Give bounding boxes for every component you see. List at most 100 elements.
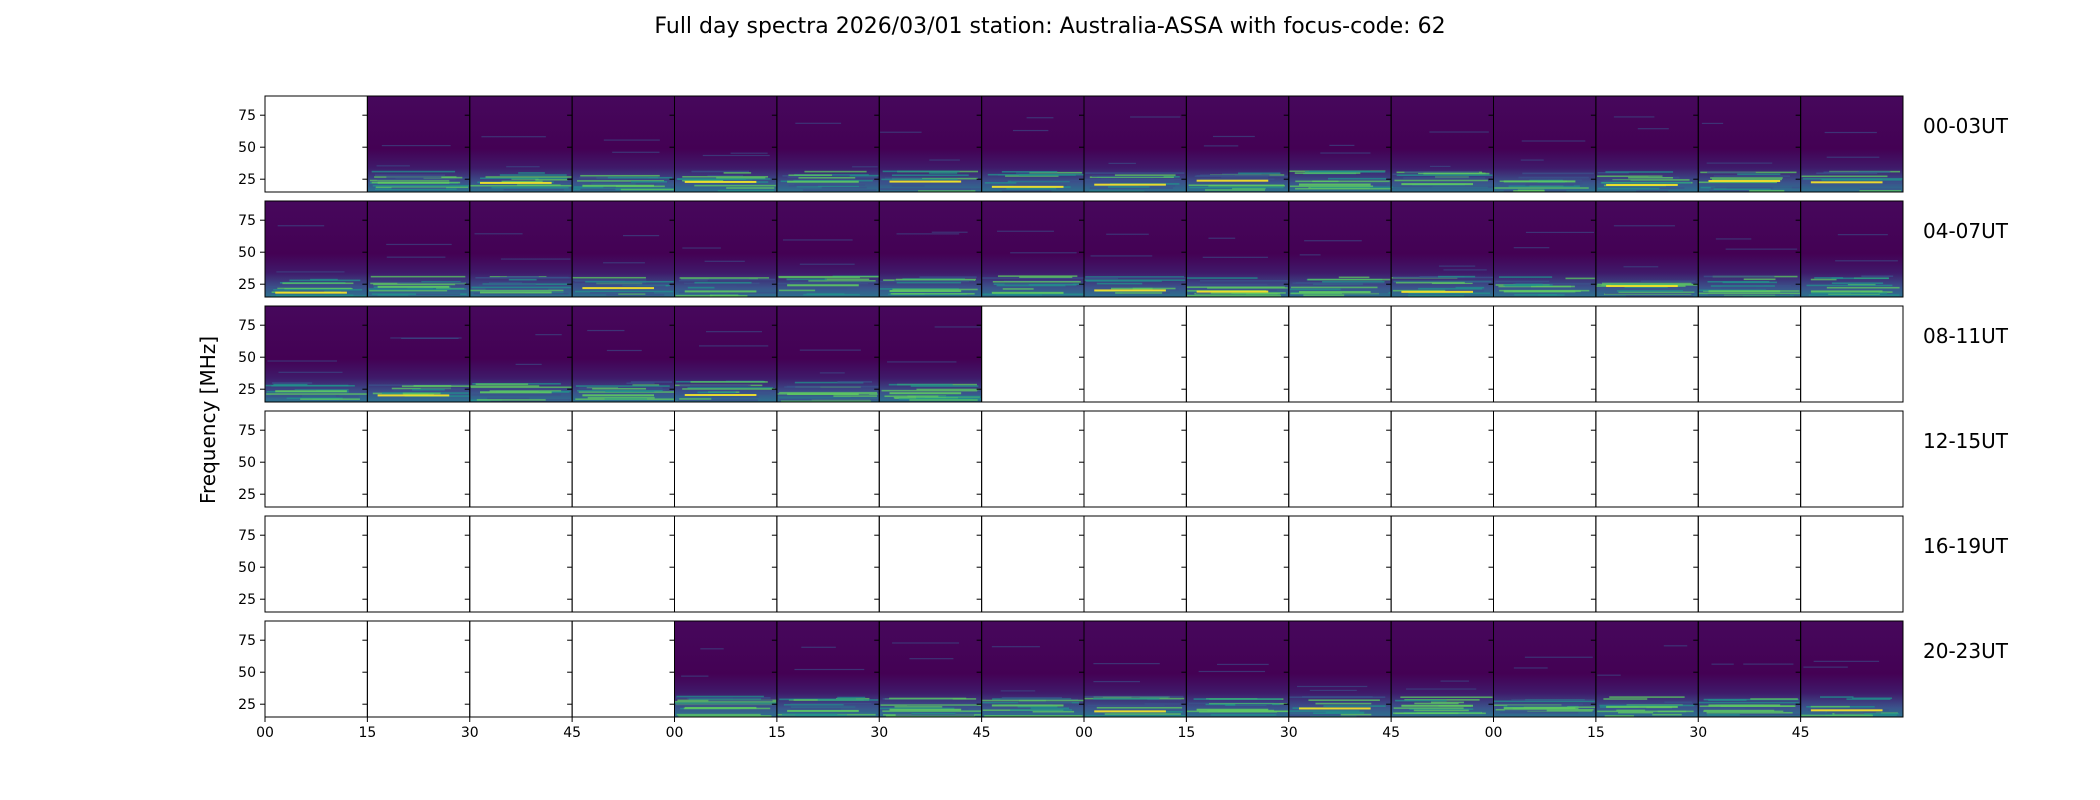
spectral-line (1616, 290, 1684, 292)
spectral-line (1029, 171, 1083, 174)
spectral-line (1494, 700, 1595, 703)
spectral-line (1310, 715, 1357, 717)
spectral-line (717, 189, 774, 192)
spectrogram-background (879, 306, 982, 402)
spectral-line (909, 399, 978, 401)
spectrogram-segment (1595, 621, 1699, 717)
subplot-frame (571, 515, 675, 613)
spectral-line (786, 385, 879, 388)
spectral-line (1011, 179, 1080, 182)
spectral-line (1612, 179, 1690, 181)
spectral-line (1091, 175, 1164, 178)
spectral-line (473, 292, 569, 295)
spectral-line (881, 389, 978, 392)
spectral-line (1012, 129, 1049, 132)
spectral-line (1085, 181, 1185, 184)
spectral-line (1609, 696, 1685, 698)
spectral-line (987, 173, 1084, 176)
spectral-line (1199, 280, 1289, 282)
spectral-line (273, 383, 308, 386)
spectral-line (1089, 190, 1145, 193)
spectral-line (799, 263, 855, 265)
spectral-line (1395, 699, 1447, 702)
spectral-line (1698, 292, 1800, 295)
spectral-line (678, 291, 777, 294)
bright-emission (1606, 285, 1678, 288)
bright-emission (1094, 289, 1166, 292)
subplot-frame (1800, 515, 1904, 613)
spectral-line (1084, 277, 1119, 280)
spectrogram-background (367, 306, 470, 402)
bright-emission (1503, 707, 1576, 710)
spectral-line (1525, 184, 1574, 186)
spectral-line (1826, 711, 1876, 714)
spectral-line (1032, 710, 1075, 713)
spectral-line (778, 275, 879, 278)
subplot-frame (1288, 305, 1392, 403)
spectrogram-background (367, 201, 470, 297)
spectrogram-segment (1595, 201, 1699, 297)
spectral-line (1189, 186, 1284, 189)
spectrogram-segment (265, 306, 368, 402)
spectral-line (397, 282, 465, 284)
spectral-line (1404, 171, 1480, 173)
bright-emission (991, 704, 1064, 707)
spectral-line (1189, 288, 1284, 290)
x-tick-label: 15 (1177, 725, 1195, 741)
spectral-line (677, 178, 746, 181)
spectral-line (1808, 294, 1900, 296)
spectral-line (572, 285, 666, 287)
spectral-line (577, 389, 663, 392)
spectral-line (1507, 705, 1568, 707)
spectral-line (572, 279, 647, 281)
spectral-line (793, 179, 873, 182)
subplot-frame (1390, 410, 1494, 508)
subplot-frame (469, 620, 573, 718)
spectral-line (580, 174, 660, 177)
y-tick-label: 50 (238, 455, 256, 471)
spectral-line (1393, 712, 1459, 715)
spectral-line (1338, 276, 1370, 279)
spectral-line (1320, 152, 1371, 154)
spectral-line (1707, 293, 1790, 296)
spectral-line (1090, 255, 1153, 257)
spectral-line (1128, 286, 1183, 288)
spectral-line (894, 706, 943, 708)
spectral-line (271, 394, 339, 397)
spectral-line (1599, 704, 1695, 707)
spectrogram-segment (572, 96, 675, 192)
row-time-label: 20-23UT (1923, 639, 2009, 663)
spectral-line (592, 387, 647, 390)
spectral-line (1309, 170, 1371, 173)
spectral-line (689, 385, 749, 387)
bright-emission (991, 185, 1064, 188)
bright-emission (787, 284, 859, 287)
spectral-line (1640, 280, 1696, 283)
spectral-line (1010, 252, 1077, 254)
spectral-line (478, 284, 536, 286)
spectral-line (487, 397, 530, 400)
spectral-line (1111, 287, 1153, 290)
spectral-line (1657, 710, 1687, 713)
spectral-line (1013, 184, 1067, 187)
spectrogram-segment (879, 96, 982, 192)
spectral-line (604, 397, 648, 400)
spectral-line (687, 387, 773, 389)
bright-emission (1810, 709, 1883, 712)
spectral-line (265, 395, 359, 398)
spectral-line (575, 385, 670, 387)
spectral-line (1394, 179, 1488, 182)
y-tick-label: 25 (238, 592, 256, 608)
spectral-line (369, 179, 450, 182)
spectral-line (1400, 696, 1493, 699)
subplot-frame (1697, 305, 1802, 403)
bright-emission (275, 390, 347, 393)
spectral-line (1526, 182, 1583, 185)
spectral-line (991, 646, 1040, 648)
bright-emission (1196, 179, 1269, 182)
spectral-line (1130, 116, 1181, 118)
spectrogram-segment (367, 201, 470, 297)
spectral-line (371, 170, 456, 173)
spectral-line (1628, 176, 1674, 179)
spectral-line (1210, 714, 1277, 716)
